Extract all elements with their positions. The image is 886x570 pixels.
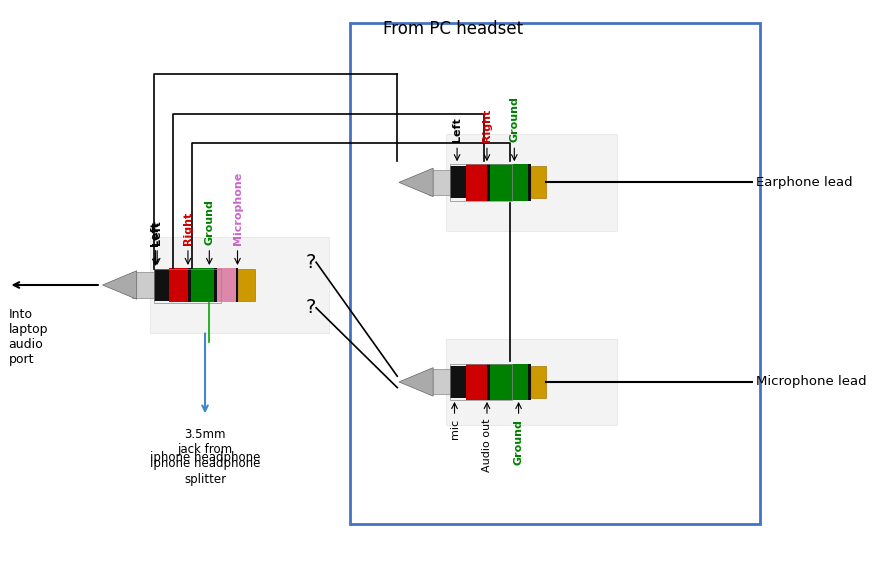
Polygon shape	[399, 368, 433, 396]
FancyBboxPatch shape	[487, 164, 490, 201]
Text: Audio out: Audio out	[482, 419, 492, 473]
Text: Left: Left	[151, 222, 160, 246]
FancyBboxPatch shape	[132, 272, 154, 298]
FancyBboxPatch shape	[450, 366, 466, 398]
Text: Into
laptop
audio
port: Into laptop audio port	[9, 308, 48, 366]
FancyBboxPatch shape	[236, 268, 238, 302]
Text: Right: Right	[482, 109, 492, 142]
FancyBboxPatch shape	[531, 366, 546, 398]
Text: Left: Left	[452, 118, 462, 142]
FancyBboxPatch shape	[238, 269, 255, 301]
Text: Microphone lead: Microphone lead	[756, 376, 867, 388]
FancyBboxPatch shape	[466, 364, 487, 400]
FancyBboxPatch shape	[150, 237, 329, 333]
FancyBboxPatch shape	[528, 164, 531, 201]
FancyBboxPatch shape	[217, 268, 236, 302]
FancyBboxPatch shape	[528, 364, 531, 400]
Text: From PC headset: From PC headset	[383, 20, 523, 38]
Text: Ground: Ground	[509, 97, 519, 142]
Text: Microphone: Microphone	[232, 172, 243, 245]
FancyBboxPatch shape	[190, 268, 214, 302]
Text: Earphone lead: Earphone lead	[756, 176, 852, 189]
FancyBboxPatch shape	[446, 134, 617, 231]
Text: Left: Left	[152, 221, 162, 245]
Text: ?: ?	[306, 298, 316, 317]
Text: 3.5mm
jack from
iphone headphone
splitter: 3.5mm jack from iphone headphone splitte…	[150, 428, 260, 486]
FancyBboxPatch shape	[466, 164, 487, 201]
FancyBboxPatch shape	[490, 364, 528, 400]
Text: Ground: Ground	[205, 200, 214, 245]
Text: Right: Right	[183, 212, 193, 245]
FancyBboxPatch shape	[188, 268, 190, 302]
Polygon shape	[103, 271, 136, 299]
FancyBboxPatch shape	[154, 269, 169, 301]
FancyBboxPatch shape	[531, 166, 546, 198]
FancyBboxPatch shape	[446, 339, 617, 425]
FancyBboxPatch shape	[214, 268, 217, 302]
Text: ?: ?	[306, 253, 316, 272]
Text: mic: mic	[449, 419, 460, 439]
Text: iphone headphone: iphone headphone	[150, 451, 260, 465]
FancyBboxPatch shape	[169, 268, 188, 302]
FancyBboxPatch shape	[429, 170, 450, 195]
FancyBboxPatch shape	[487, 364, 490, 400]
FancyBboxPatch shape	[490, 164, 528, 201]
Polygon shape	[399, 168, 433, 197]
Text: Ground: Ground	[514, 419, 524, 465]
FancyBboxPatch shape	[429, 369, 450, 394]
FancyBboxPatch shape	[450, 166, 466, 198]
